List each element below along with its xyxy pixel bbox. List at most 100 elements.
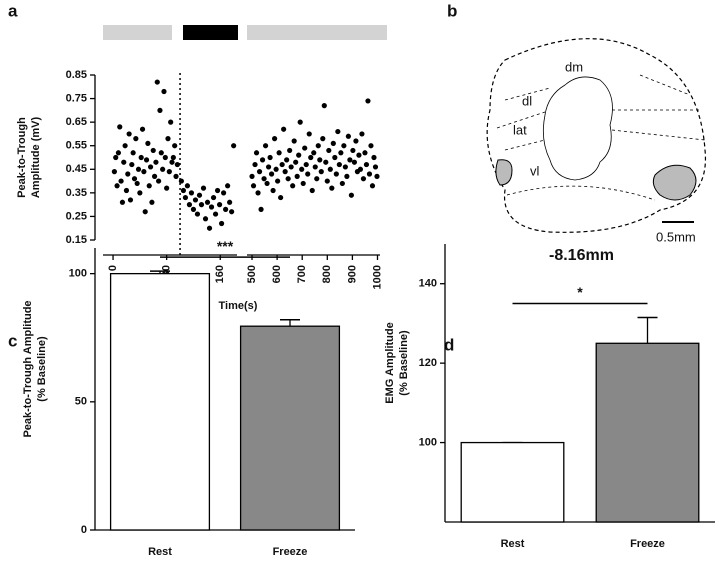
y-axis-label: (% Baseline) [36,336,48,402]
point [267,154,273,161]
point [249,173,255,179]
point [299,166,305,172]
bar [109,272,211,531]
point [135,166,142,172]
point [335,128,341,135]
point [190,206,197,212]
point [279,161,285,168]
y-axis-label: EMG Amplitude [384,322,396,403]
point [290,183,296,189]
point [326,147,332,154]
point [113,154,119,161]
y-tick-label: 0.75 [66,92,87,104]
significance-label: * [577,284,583,300]
point [287,147,293,154]
x-axis-label: Time(s) [219,300,258,312]
region-label: dl [522,93,532,108]
point [180,187,186,194]
y-tick-label: 100 [419,436,437,448]
point [160,166,166,172]
point [184,183,191,189]
point [265,164,272,170]
point [362,150,368,156]
y-axis-label: (% Baseline) [398,330,410,396]
point [137,190,143,196]
point [341,143,347,149]
point [309,187,315,194]
point [154,79,160,85]
scale-bar-label: 0.5mm [656,229,696,244]
point [348,192,354,198]
point [293,159,299,165]
point [129,161,135,168]
epoch-rest [247,25,387,40]
point [131,176,138,182]
point [202,216,209,222]
point [173,173,179,179]
point [303,161,309,168]
point [327,166,333,172]
point [323,159,329,165]
point [227,199,233,205]
point [357,166,364,172]
point [174,161,180,168]
point [320,136,326,142]
point [126,131,132,137]
point [153,159,159,165]
point [134,180,140,187]
point [250,183,257,189]
point [130,150,136,156]
y-tick-label: 100 [69,268,87,280]
x-tick-label: 160 [214,265,226,283]
point [297,119,303,125]
y-tick-label: 0.55 [66,140,87,152]
point [210,194,217,201]
point [212,211,219,217]
point [284,157,290,163]
point [329,185,335,191]
point [125,171,131,177]
point [275,178,281,184]
point [371,154,377,161]
y-axis-label: Peak-to-Trough [16,117,28,198]
x-tick-label: 1000 [371,265,383,289]
point [363,161,370,168]
point [300,180,306,187]
epoch-rest [103,25,172,40]
y-tick-label: 0.85 [66,69,87,81]
point [156,178,162,184]
x-tick-label: Freeze [273,546,308,558]
point [278,194,284,201]
point [252,161,258,168]
point [214,187,221,194]
point [111,169,117,175]
point [229,209,235,215]
point [122,143,128,149]
point [312,164,318,170]
x-tick-label: 500 [246,265,258,283]
x-tick-label: 700 [296,265,308,283]
point [350,147,356,154]
point [216,202,223,208]
point [314,176,320,182]
y-tick-label: 50 [75,396,87,408]
point [332,154,338,161]
y-axis-label: Peak-to-Trough Amplitude [22,300,34,437]
point [351,159,358,165]
point [139,126,146,132]
point [276,150,282,156]
y-tick-label: 0.65 [66,116,87,128]
y-tick-label: 0.45 [66,163,87,175]
x-tick-label: 600 [271,265,283,283]
point [127,197,134,203]
point [261,176,267,182]
point [157,107,163,113]
point [166,169,172,175]
point [315,143,321,149]
point [218,220,225,227]
x-tick-label: Rest [148,546,172,558]
point [268,171,275,177]
point [114,183,120,189]
point [231,143,237,149]
